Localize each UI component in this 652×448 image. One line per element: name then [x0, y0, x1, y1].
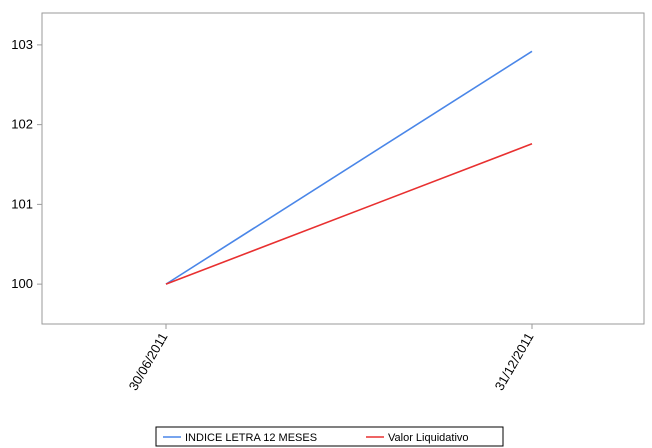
x-tick-label: 31/12/2011	[492, 330, 537, 393]
plot-area	[41, 12, 645, 325]
x-tick-label: 30/06/2011	[126, 330, 171, 393]
x-axis: 30/06/2011 31/12/2011	[126, 324, 537, 393]
series-line-1	[165, 143, 533, 285]
y-tick-label: 102	[11, 117, 33, 132]
legend-label-valor-liquidativo: Valor Liquidativo	[388, 432, 469, 444]
series-line-0	[165, 50, 533, 285]
y-axis: 100 101 102 103	[11, 37, 42, 291]
legend: INDICE LETRA 12 MESES Valor Liquidativo	[155, 426, 504, 447]
legend-box	[155, 426, 504, 447]
series-lines	[165, 50, 533, 285]
legend-label-indice-letra: INDICE LETRA 12 MESES	[185, 432, 317, 444]
y-tick-label: 100	[11, 276, 33, 291]
y-tick-label: 101	[11, 196, 33, 211]
y-tick-label: 103	[11, 37, 33, 52]
